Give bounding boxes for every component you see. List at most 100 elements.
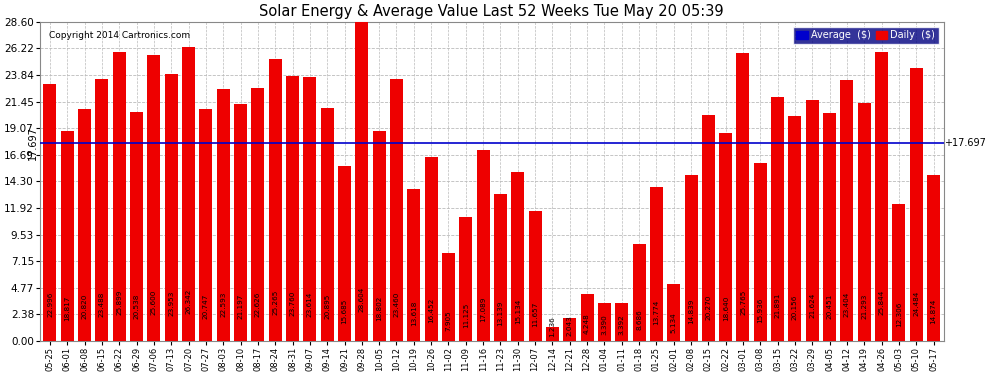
Text: 23.488: 23.488 — [99, 291, 105, 317]
Bar — [390, 79, 403, 341]
Bar — [44, 84, 56, 341]
Bar — [753, 163, 767, 341]
Bar — [164, 74, 178, 341]
Bar — [199, 110, 213, 341]
Bar — [667, 284, 680, 341]
Text: 25.844: 25.844 — [878, 289, 885, 315]
Text: 20.156: 20.156 — [792, 294, 798, 320]
Text: 26.342: 26.342 — [185, 289, 192, 314]
Text: 12.306: 12.306 — [896, 301, 902, 327]
Bar — [217, 89, 230, 341]
Text: 22.626: 22.626 — [254, 292, 261, 318]
Text: 15.936: 15.936 — [757, 298, 763, 324]
Text: 18.802: 18.802 — [376, 296, 382, 321]
Text: 23.460: 23.460 — [393, 291, 400, 317]
Bar — [875, 53, 888, 341]
Bar — [719, 133, 733, 341]
Text: 22.593: 22.593 — [220, 292, 227, 318]
Bar — [788, 116, 802, 341]
Text: 8.686: 8.686 — [636, 309, 643, 330]
Bar — [563, 318, 576, 341]
Text: 11.125: 11.125 — [462, 302, 469, 328]
Text: 21.624: 21.624 — [809, 293, 816, 318]
Text: 24.484: 24.484 — [913, 290, 920, 316]
Text: 17.089: 17.089 — [480, 297, 486, 322]
Bar — [251, 88, 264, 341]
Bar — [442, 253, 455, 341]
Title: Solar Energy & Average Value Last 52 Weeks Tue May 20 05:39: Solar Energy & Average Value Last 52 Wee… — [259, 4, 724, 19]
Bar — [60, 131, 74, 341]
Text: +17.697: +17.697 — [943, 138, 986, 148]
Text: Copyright 2014 Cartronics.com: Copyright 2014 Cartronics.com — [49, 31, 190, 40]
Text: 5.134: 5.134 — [670, 312, 677, 333]
Bar — [927, 175, 940, 341]
Bar — [355, 22, 368, 341]
Text: 20.747: 20.747 — [203, 294, 209, 319]
Text: 23.614: 23.614 — [307, 291, 313, 316]
Text: 13.139: 13.139 — [497, 301, 504, 326]
Bar — [857, 103, 871, 341]
Text: 25.265: 25.265 — [272, 290, 278, 315]
Bar — [407, 189, 421, 341]
Text: 20.538: 20.538 — [134, 294, 140, 320]
Bar — [113, 52, 126, 341]
Bar — [545, 327, 559, 341]
Text: 22.996: 22.996 — [47, 292, 53, 317]
Bar — [182, 47, 195, 341]
Bar — [702, 115, 715, 341]
Bar — [529, 211, 542, 341]
Bar — [268, 59, 282, 341]
Text: 7.905: 7.905 — [446, 310, 451, 331]
Text: 20.270: 20.270 — [705, 294, 712, 320]
Bar — [615, 303, 629, 341]
Text: 17.697: 17.697 — [28, 126, 38, 160]
Bar — [494, 194, 507, 341]
Bar — [806, 100, 819, 341]
Text: 14.839: 14.839 — [688, 299, 694, 324]
Text: 13.774: 13.774 — [653, 300, 659, 326]
Bar — [372, 131, 386, 341]
Text: 15.685: 15.685 — [342, 298, 347, 324]
Text: 28.604: 28.604 — [358, 287, 365, 312]
Text: 21.197: 21.197 — [238, 293, 244, 319]
Bar — [580, 294, 594, 341]
Text: 13.618: 13.618 — [411, 300, 417, 326]
Text: 15.134: 15.134 — [515, 299, 521, 324]
Bar — [286, 76, 299, 341]
Bar — [303, 77, 317, 341]
Text: 20.895: 20.895 — [324, 294, 331, 319]
Bar — [130, 112, 144, 341]
Text: 4.248: 4.248 — [584, 313, 590, 334]
Text: 1.236: 1.236 — [549, 316, 555, 337]
Text: 23.404: 23.404 — [843, 291, 850, 317]
Text: 18.640: 18.640 — [723, 296, 729, 321]
Text: 25.600: 25.600 — [150, 290, 157, 315]
Bar — [823, 113, 837, 341]
Bar — [892, 204, 906, 341]
Bar — [321, 108, 334, 341]
Text: 16.452: 16.452 — [428, 298, 435, 323]
Bar — [95, 79, 109, 341]
Bar — [476, 150, 490, 341]
Bar — [78, 109, 91, 341]
Text: 18.817: 18.817 — [64, 296, 70, 321]
Text: 21.293: 21.293 — [861, 293, 867, 319]
Bar — [841, 80, 853, 341]
Bar — [598, 303, 611, 341]
Bar — [684, 176, 698, 341]
Text: 20.451: 20.451 — [827, 294, 833, 320]
Bar — [511, 172, 525, 341]
Text: 25.765: 25.765 — [740, 289, 746, 315]
Text: 20.820: 20.820 — [81, 294, 88, 319]
Bar — [425, 158, 438, 341]
Bar — [910, 68, 923, 341]
Text: 11.657: 11.657 — [532, 302, 539, 327]
Text: 3.390: 3.390 — [601, 314, 608, 334]
Bar — [148, 55, 160, 341]
Text: 14.874: 14.874 — [931, 299, 937, 324]
Legend: Average  ($), Daily  ($): Average ($), Daily ($) — [793, 27, 940, 44]
Bar — [234, 104, 248, 341]
Text: 23.953: 23.953 — [168, 291, 174, 316]
Text: 25.899: 25.899 — [116, 289, 123, 315]
Text: 23.760: 23.760 — [289, 291, 296, 316]
